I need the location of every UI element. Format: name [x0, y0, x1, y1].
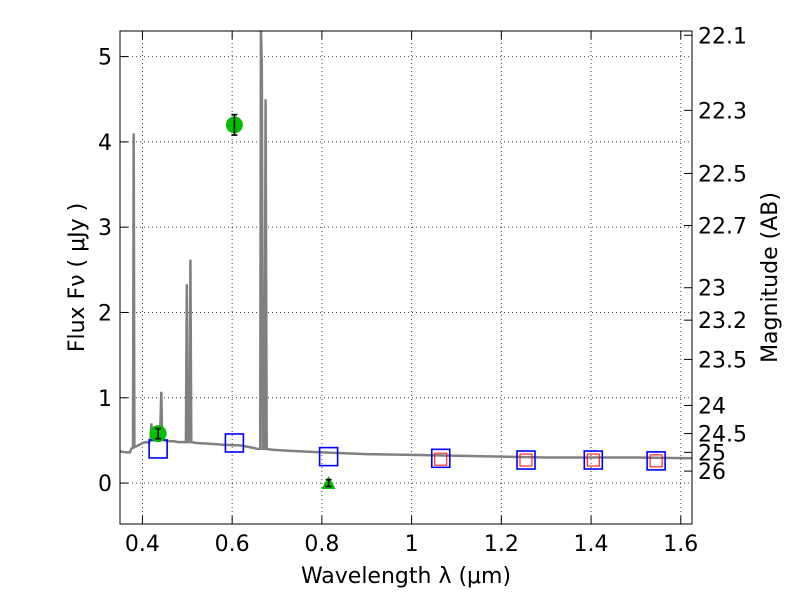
right-tick-label: 22.1	[698, 24, 747, 49]
model-box-marker	[646, 451, 666, 471]
inner-box-marker	[434, 452, 448, 466]
x-axis-label: Wavelength λ (μm)	[301, 564, 511, 589]
model-box-marker	[430, 448, 451, 469]
x-tick-label: 0.4	[125, 532, 160, 557]
x-tick-label: 0.6	[215, 532, 250, 557]
y-tick-label: 1	[98, 387, 112, 412]
right-tick-label: 23.2	[698, 309, 747, 334]
model-box-marker	[148, 439, 168, 459]
right-tick-label: 24	[698, 394, 726, 419]
model-box-marker	[224, 433, 245, 453]
model-box-marker	[583, 450, 604, 470]
y-tick-label: 4	[98, 131, 112, 156]
y-axis-label: Flux Fν ( μJy )	[65, 203, 90, 352]
x-tick-label: 1.2	[484, 532, 519, 557]
model-box-marker	[318, 446, 339, 467]
right-tick-label: 26	[698, 460, 726, 485]
x-tick-label: 1	[405, 532, 419, 557]
right-axis-label: Magnitude (AB)	[758, 192, 783, 363]
right-tick-label: 23.5	[698, 348, 747, 373]
right-tick-label: 22.5	[698, 162, 747, 187]
y-tick-label: 3	[98, 216, 112, 241]
right-tick-label: 25	[698, 441, 726, 466]
y-tick-label: 0	[98, 472, 112, 497]
right-tick-label: 23	[698, 277, 726, 302]
inner-box-marker	[519, 453, 533, 467]
x-tick-label: 0.8	[304, 532, 339, 557]
right-tick-label: 24.5	[698, 423, 747, 448]
inner-box-marker	[649, 454, 663, 468]
spectrum-line	[120, 31, 692, 460]
right-tick-label: 22.7	[698, 214, 747, 239]
inner-box-marker	[586, 453, 600, 467]
right-tick-label: 22.3	[698, 99, 747, 124]
x-tick-label: 1.6	[663, 532, 698, 557]
y-tick-label: 2	[98, 301, 112, 326]
model-box-marker	[516, 450, 536, 470]
x-tick-label: 1.4	[574, 532, 609, 557]
plot-frame	[119, 30, 693, 525]
y-tick-label: 5	[98, 46, 112, 71]
